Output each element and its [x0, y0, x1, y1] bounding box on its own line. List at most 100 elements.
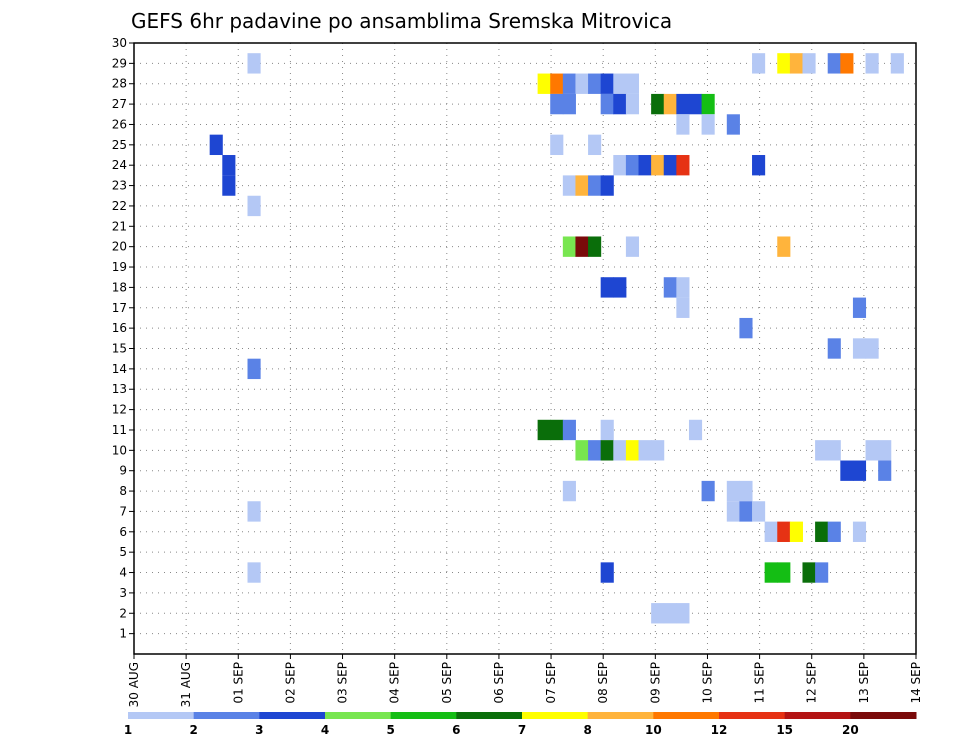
heatmap-cell — [613, 93, 627, 115]
x-tick-label: 02 SEP — [283, 662, 297, 704]
heatmap-cell — [777, 521, 791, 542]
x-tick-label: 05 SEP — [440, 662, 454, 704]
heatmap-cell — [688, 93, 703, 115]
heatmap-cell — [852, 521, 867, 542]
x-tick-label: 04 SEP — [388, 662, 402, 704]
heatmap-cell — [613, 440, 627, 461]
y-tick-label: 22 — [112, 199, 127, 213]
heatmap-cell — [600, 419, 614, 441]
heatmap-cell — [676, 603, 690, 624]
heatmap-cell — [247, 195, 261, 217]
heatmap-cell — [802, 562, 816, 583]
legend-swatch — [522, 712, 589, 719]
heatmap-cell — [827, 521, 841, 542]
y-tick-label: 27 — [112, 97, 127, 111]
heatmap-cell — [865, 338, 879, 359]
heatmap-cell — [676, 114, 690, 135]
heatmap-cell — [562, 236, 576, 257]
heatmap-cell — [575, 440, 589, 461]
heatmap-cell — [247, 562, 261, 583]
heatmap-cell — [562, 419, 576, 441]
heatmap-cell — [852, 297, 867, 318]
y-tick-label: 16 — [112, 321, 127, 335]
y-tick-label: 11 — [112, 423, 127, 437]
heatmap-cell — [600, 562, 614, 583]
y-tick-label: 30 — [112, 36, 127, 50]
heatmap-cell — [827, 53, 841, 74]
heatmap-cell — [588, 440, 602, 461]
heatmap-cell — [638, 440, 652, 461]
heatmap-cell — [865, 440, 879, 461]
heatmap-cell — [651, 440, 665, 461]
heatmap-cell — [247, 358, 261, 380]
x-tick-label: 30 AUG — [127, 662, 141, 707]
legend-swatch — [390, 712, 457, 719]
heatmap-cell — [752, 155, 766, 176]
heatmap-cell — [600, 73, 614, 94]
heatmap-cell — [562, 73, 576, 94]
legend-label: 2 — [189, 723, 197, 737]
y-tick-label: 24 — [112, 158, 127, 172]
heatmap-cell — [676, 297, 690, 318]
heatmap-cell — [827, 338, 841, 359]
x-tick-label: 13 SEP — [857, 662, 871, 704]
heatmap-cell — [752, 501, 766, 522]
heatmap-cell — [840, 53, 854, 74]
heatmap-cell — [222, 155, 236, 176]
heatmap-cell — [600, 277, 614, 298]
heatmap-cell — [878, 440, 892, 461]
heatmap-cell — [852, 460, 867, 481]
heatmap-cell — [600, 93, 614, 115]
legend-label: 8 — [583, 723, 591, 737]
heatmap-cell — [865, 53, 879, 74]
chart-title: GEFS 6hr padavine po ansamblima Sremska … — [131, 9, 672, 33]
y-tick-label: 20 — [112, 240, 127, 254]
legend-swatch — [456, 712, 523, 719]
x-tick-label: 10 SEP — [700, 662, 714, 704]
heatmap-cell — [625, 155, 640, 176]
legend-label: 15 — [776, 723, 793, 737]
legend-swatch — [259, 712, 326, 719]
heatmap-cell — [562, 93, 576, 115]
heatmap-cell — [663, 277, 677, 298]
y-tick-label: 7 — [119, 504, 127, 518]
heatmap-cell — [777, 53, 791, 74]
heatmap-cell — [537, 73, 551, 94]
y-tick-label: 12 — [112, 403, 127, 417]
heatmap-cell — [815, 440, 829, 461]
heatmap-cell — [638, 155, 652, 176]
heatmap-cell — [537, 419, 551, 441]
legend-swatch — [719, 712, 786, 719]
y-tick-label: 23 — [112, 179, 127, 193]
heatmap-cell — [625, 236, 640, 257]
y-axis-ticks: 1234567891011121314151617181920212223242… — [112, 36, 134, 641]
y-tick-label: 14 — [112, 362, 127, 376]
y-tick-label: 25 — [112, 138, 127, 152]
heatmap-cell — [739, 317, 753, 339]
y-tick-label: 8 — [119, 484, 127, 498]
y-tick-label: 19 — [112, 260, 127, 274]
x-tick-label: 31 AUG — [179, 662, 193, 707]
heatmap-cell — [600, 440, 614, 461]
heatmap-cell — [588, 134, 602, 156]
color-legend: 1 2 3 4 5 6 7 8 10 12 15 20 — [124, 712, 917, 737]
legend-label: 4 — [321, 723, 329, 737]
heatmap-cell — [600, 175, 614, 196]
heatmap-cell — [613, 155, 627, 176]
x-tick-label: 08 SEP — [596, 662, 610, 704]
legend-label: 7 — [518, 723, 526, 737]
heatmap-cell — [777, 562, 791, 583]
heatmap-cell — [625, 440, 640, 461]
heatmap-cell — [890, 53, 904, 74]
legend-swatch — [193, 712, 260, 719]
heatmap-cell — [247, 501, 261, 522]
heatmap-cell — [701, 93, 715, 115]
heatmap-cell — [777, 236, 791, 257]
x-tick-label: 01 SEP — [231, 662, 245, 704]
x-tick-label: 09 SEP — [648, 662, 662, 704]
y-tick-label: 5 — [119, 545, 127, 559]
y-tick-label: 4 — [119, 566, 127, 580]
heatmap-cell — [676, 93, 690, 115]
legend-label: 6 — [452, 723, 460, 737]
heatmap-cell — [726, 480, 740, 502]
